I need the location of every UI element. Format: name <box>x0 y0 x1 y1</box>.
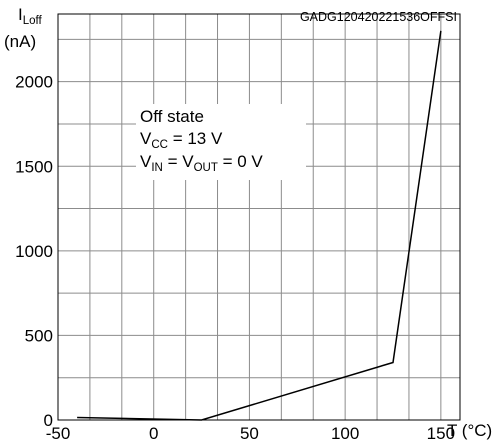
annotation: Off state VCC = 13 V VIN = VOUT = 0 V <box>136 104 306 180</box>
x-tick-label: -50 <box>46 424 71 443</box>
x-tick-label: 0 <box>149 424 158 443</box>
annotation-line-1: Off state <box>140 107 204 126</box>
y-axis-unit: (nA) <box>4 32 36 51</box>
y-tick-label: 1000 <box>15 242 53 261</box>
annotation-background <box>136 104 306 180</box>
grid <box>57 14 460 421</box>
plot-frame <box>57 13 461 421</box>
series-line <box>77 30 442 421</box>
annotation-line-3: VIN = VOUT = 0 V <box>140 152 263 174</box>
y-tick-label: 1500 <box>15 157 53 176</box>
x-axis-label: T (°C) <box>447 421 492 440</box>
y-tick-label: 500 <box>25 326 53 345</box>
series-layer <box>77 30 442 421</box>
y-tick-label: 0 <box>44 411 53 430</box>
x-tick-label: 100 <box>331 424 359 443</box>
x-tick-label: 150 <box>427 424 455 443</box>
annotation-line-2: VCC = 13 V <box>140 129 223 151</box>
document-id: GADG120420221536OFFSI <box>300 10 457 24</box>
x-tick-label: 50 <box>240 424 259 443</box>
y-tick-label: 2000 <box>15 73 53 92</box>
y-axis-label: ILoff <box>18 5 43 27</box>
